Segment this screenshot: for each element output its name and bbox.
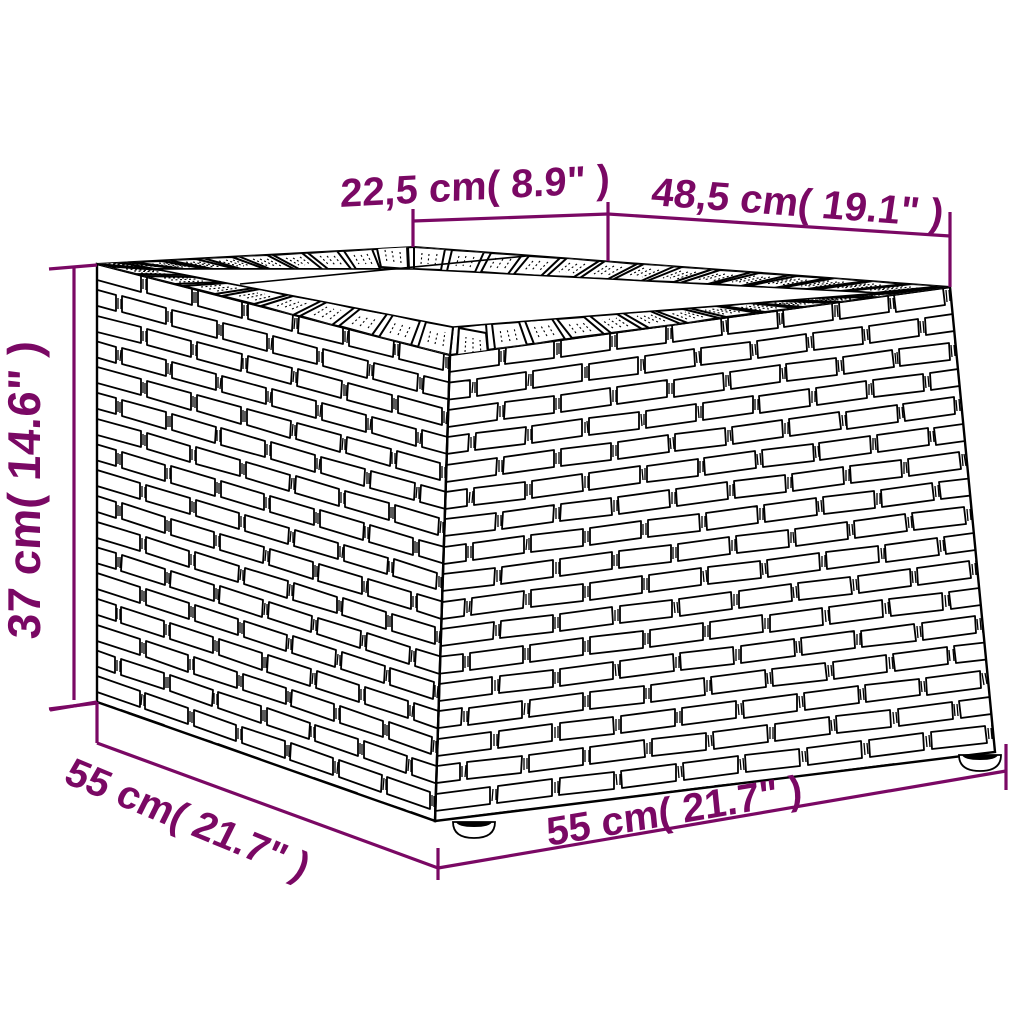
svg-text:22,5 cm( 8.9" ): 22,5 cm( 8.9" ) (340, 157, 610, 216)
svg-text:37 cm( 14.6" ): 37 cm( 14.6" ) (0, 339, 50, 641)
svg-text:55 cm( 21.7" ): 55 cm( 21.7" ) (58, 751, 317, 889)
